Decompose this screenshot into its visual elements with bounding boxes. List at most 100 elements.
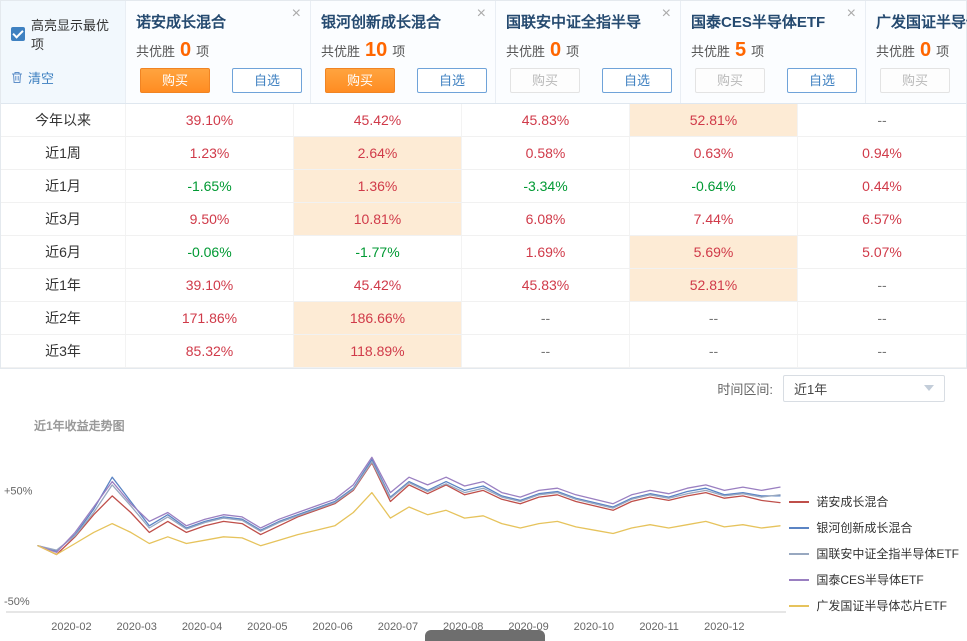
performance-line-chart: +50% -50% 2020-02 2020-03 2020-04 2020-05 2020…: [4, 456, 786, 633]
return-cell: 1.23%: [126, 137, 294, 169]
win-count-suffix: 项: [751, 44, 765, 59]
legend-swatch: [789, 604, 810, 607]
watchlist-button[interactable]: 自选: [417, 68, 487, 93]
series-line: [37, 461, 781, 551]
watchlist-button[interactable]: 自选: [232, 68, 302, 93]
win-count-suffix: 项: [392, 44, 406, 59]
fund-header-row: 高亮显示最优项 清空 × 诺安成长混合 共优胜 0 项购买 自选 × 银河创新成长混合 共优胜 1…: [1, 1, 967, 104]
return-cell: 52.81%: [630, 104, 798, 136]
fund-column-header: × 国泰CES半导体ETF 共优胜 5 项购买 自选: [681, 1, 866, 103]
clear-all-button[interactable]: 清空: [11, 68, 117, 87]
win-count-line: 共优胜 5 项: [691, 39, 857, 62]
return-cell: 0.63%: [630, 137, 798, 169]
fund-name-link[interactable]: 诺安成长混合: [136, 14, 227, 31]
legend-swatch: [789, 552, 810, 555]
row-label: 近3月: [1, 203, 126, 235]
clear-all-label: 清空: [28, 71, 55, 86]
buy-button[interactable]: 购买: [510, 68, 580, 93]
fund-column-header: ×广发国证半导体芯片共优胜0项购买自选: [866, 1, 967, 103]
return-cell: --: [877, 310, 887, 326]
legend-label: 银河创新成长混合: [816, 521, 913, 535]
fund-name-link[interactable]: 广发国证半导体芯片: [876, 14, 967, 31]
performance-chart-section: 近1年收益走势图 +50% -50% 2020-02 2020-03 2020-04 20…: [0, 417, 967, 641]
returns-table-body: 今年以来 39.10% 45.42% 45.83% 52.81% -- 近1周 1.23% 2.…: [1, 104, 966, 368]
legend-item[interactable]: 广发国证半导体芯片ETF: [789, 597, 959, 614]
time-range-label: 时间区间:: [717, 381, 773, 397]
row-label: 近1周: [1, 137, 126, 169]
return-cell: 45.83%: [462, 269, 630, 301]
table-row: 近1年 39.10% 45.42% 45.83% 52.81% --: [1, 269, 966, 302]
series-line: [37, 456, 781, 553]
buy-button[interactable]: 购买: [325, 68, 395, 93]
legend-item[interactable]: 诺安成长混合: [789, 493, 959, 510]
table-row: 近2年 171.86% 186.66% -- -- --: [1, 302, 966, 335]
time-range-value: 近1年: [794, 381, 828, 397]
return-cell: 45.42%: [294, 269, 462, 301]
fund-name-link[interactable]: 国联安中证全指半导: [506, 14, 642, 31]
x-tick-label: 2020-02: [51, 621, 91, 633]
row-label: 近3年: [1, 335, 126, 367]
win-count-suffix: 项: [196, 44, 210, 59]
buy-button[interactable]: 购买: [695, 68, 765, 93]
legend-item[interactable]: 国泰CES半导体ETF: [789, 571, 959, 588]
return-cell: -0.06%: [126, 236, 294, 268]
checkbox-checked-icon[interactable]: [11, 27, 25, 41]
return-cell: 7.44%: [630, 203, 798, 235]
legend-item[interactable]: 银河创新成长混合: [789, 519, 959, 536]
x-tick-label: 2020-12: [704, 621, 744, 633]
legend-item[interactable]: 国联安中证全指半导体ETF: [789, 545, 959, 562]
win-count-prefix: 共优胜: [691, 44, 731, 59]
legend-label: 国泰CES半导体ETF: [816, 573, 924, 587]
win-count-number: 5: [735, 39, 747, 61]
close-icon[interactable]: ×: [476, 5, 486, 22]
fund-name-link[interactable]: 银河创新成长混合: [321, 14, 442, 31]
win-count-number: 0: [180, 39, 192, 61]
legend-swatch: [789, 578, 810, 581]
chevron-down-icon: [924, 385, 934, 391]
time-range-row: 时间区间: 近1年: [0, 369, 967, 407]
fund-name-link[interactable]: 国泰CES半导体ETF: [691, 14, 826, 31]
fund-actions: 购买自选: [321, 68, 487, 93]
return-cell: -3.34%: [462, 170, 630, 202]
watchlist-button[interactable]: 自选: [602, 68, 672, 93]
x-tick-label: 2020-03: [117, 621, 157, 633]
chart-title: 近1年收益走势图: [34, 419, 125, 433]
win-count-number: 0: [550, 39, 562, 61]
bottom-scroll-pill[interactable]: [425, 630, 545, 641]
return-cell: -1.77%: [294, 236, 462, 268]
table-row: 今年以来 39.10% 45.42% 45.83% 52.81% --: [1, 104, 966, 137]
close-icon[interactable]: ×: [661, 5, 671, 22]
return-cell: --: [877, 343, 887, 359]
close-icon[interactable]: ×: [291, 5, 301, 22]
fund-column-header: × 国联安中证全指半导 共优胜 0 项购买 自选: [496, 1, 681, 103]
fund-actions: 购买自选: [506, 68, 672, 93]
highlight-best-label: 高亮显示最优项: [31, 18, 110, 52]
return-cell: 5.69%: [630, 236, 798, 268]
table-row: 近1月 -1.65% 1.36% -3.34% -0.64% 0.44%: [1, 170, 966, 203]
watchlist-button[interactable]: 自选: [787, 68, 857, 93]
win-count-number: 0: [920, 39, 932, 61]
x-tick-label: 2020-07: [378, 621, 418, 633]
time-range-select[interactable]: 近1年: [783, 374, 945, 402]
table-row: 近3月 9.50% 10.81% 6.08% 7.44% 6.57%: [1, 203, 966, 236]
table-row: 近1周 1.23% 2.64% 0.58% 0.63% 0.94%: [1, 137, 966, 170]
close-icon[interactable]: ×: [846, 5, 856, 22]
x-tick-label: 2020-11: [639, 621, 679, 633]
row-label: 近1月: [1, 170, 126, 202]
return-cell: 171.86%: [126, 302, 294, 334]
buy-button[interactable]: 购买: [880, 68, 950, 93]
highlight-best-toggle[interactable]: 高亮显示最优项: [11, 15, 117, 53]
y-tick-label: -50%: [4, 596, 30, 608]
return-cell: 0.94%: [862, 145, 902, 161]
return-cell: 10.81%: [294, 203, 462, 235]
return-cell: 85.32%: [126, 335, 294, 367]
return-cell: 0.44%: [862, 178, 902, 194]
legend-swatch: [789, 500, 810, 503]
win-count-suffix: 项: [566, 44, 580, 59]
chart-legend: 诺安成长混合银河创新成长混合国联安中证全指半导体ETF 国泰CES半导体ETF 广发…: [789, 493, 959, 614]
win-count-line: 共优胜 10 项: [321, 39, 487, 62]
x-tick-label: 2020-04: [182, 621, 222, 633]
buy-button[interactable]: 购买: [140, 68, 210, 93]
table-controls: 高亮显示最优项 清空: [1, 1, 126, 103]
